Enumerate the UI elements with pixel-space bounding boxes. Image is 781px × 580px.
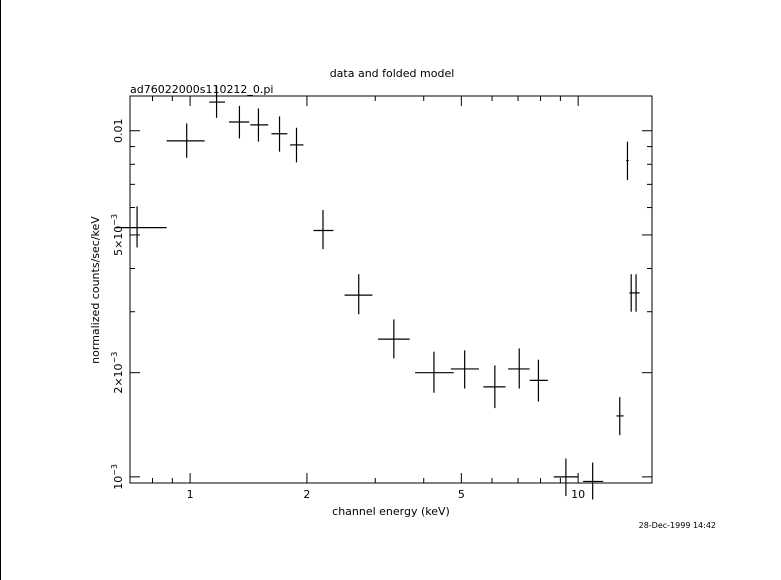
data-point bbox=[271, 116, 288, 152]
data-point bbox=[626, 141, 629, 181]
y-axis-label: normalized counts/sec/keV bbox=[89, 216, 102, 364]
data-point bbox=[290, 127, 304, 163]
y-tick-label: 10−3 bbox=[110, 464, 125, 490]
data-point bbox=[313, 210, 334, 250]
data-point bbox=[114, 206, 167, 248]
data-point bbox=[229, 105, 250, 139]
window-left-edge bbox=[0, 0, 1, 580]
data-point bbox=[508, 348, 530, 389]
y-tick-label: 0.01 bbox=[112, 118, 125, 143]
axis-ticks bbox=[129, 96, 652, 483]
chart-title: data and folded model bbox=[330, 67, 455, 80]
axis-tick-labels: 1 2 5 10 10−3 2×10−3 5×10−3 0.01 bbox=[110, 118, 585, 501]
chart-subtitle: ad76022000s110212_0.pi bbox=[130, 83, 273, 96]
x-axis-label: channel energy (keV) bbox=[332, 505, 450, 518]
data-point bbox=[583, 462, 604, 500]
data-point bbox=[415, 351, 454, 393]
data-points bbox=[114, 85, 640, 500]
data-point bbox=[633, 274, 640, 312]
y-tick-label: 5×10−3 bbox=[110, 214, 125, 256]
y-tick-label: 2×10−3 bbox=[110, 352, 125, 394]
x-tick-label: 10 bbox=[571, 488, 585, 501]
data-point bbox=[450, 350, 479, 389]
data-point bbox=[483, 365, 506, 409]
timestamp: 28-Dec-1999 14:42 bbox=[639, 521, 716, 530]
data-point bbox=[616, 397, 624, 436]
data-point bbox=[209, 85, 225, 118]
x-tick-label: 5 bbox=[458, 488, 465, 501]
data-point bbox=[629, 274, 634, 312]
data-point bbox=[344, 274, 373, 315]
data-point bbox=[553, 458, 579, 497]
data-point bbox=[529, 359, 548, 402]
data-point bbox=[378, 319, 410, 359]
x-tick-label: 2 bbox=[303, 488, 310, 501]
data-point bbox=[166, 123, 205, 158]
x-tick-label: 1 bbox=[187, 488, 194, 501]
plot-frame bbox=[129, 95, 653, 484]
data-point bbox=[250, 108, 269, 142]
